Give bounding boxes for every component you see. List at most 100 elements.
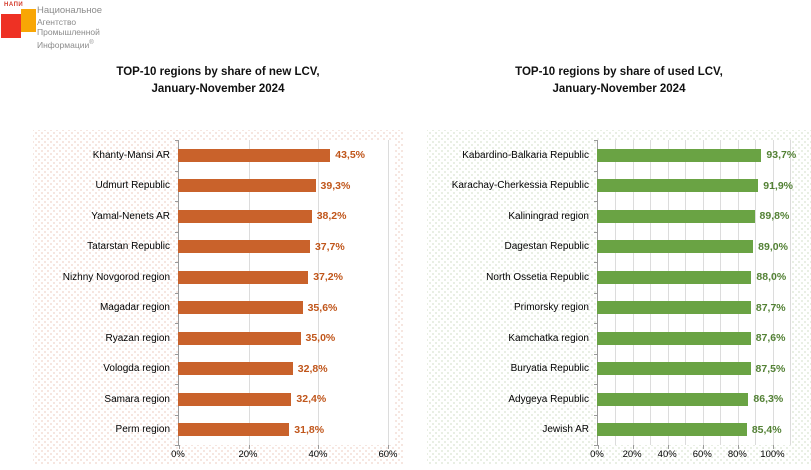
bar-track: 89,8% [597,209,790,223]
logo-line-3: Промышленной [37,27,100,37]
gridline [685,140,687,445]
x-axis-tick-label: 60% [692,449,712,460]
bar-row: Dagestan Republic 89,0% [427,232,811,263]
x-axis-tick-label: 40% [657,449,677,460]
gridline [248,140,250,445]
bar-row: North Ossetia Republic 88,0% [427,262,811,293]
value-axis-tick [388,445,390,449]
category-axis-tick [175,231,179,233]
bar [178,362,293,376]
bar-row: Vologda region 32,8% [33,354,403,385]
bar [178,240,310,254]
bar-row: Magadar region 35,6% [33,293,403,324]
category-axis-tick [594,231,598,233]
bar-track: 37,7% [178,240,395,254]
value-label: 93,7% [766,149,797,162]
category-axis-tick [175,384,179,385]
category-label: North Ossetia Republic [486,271,589,283]
category-axis-tick [594,140,598,141]
chart-panel-used-lcv: Kabardino-Balkaria Republic 93,7% Karachay… [427,130,811,464]
bar-row: Jewish AR 85,4% [427,415,811,446]
category-axis-tick [175,262,179,263]
value-label: 85,4% [751,423,782,436]
value-axis-tick [598,445,599,449]
category-axis-tick [175,292,179,294]
gridline [632,140,634,445]
value-label: 37,7% [314,240,345,253]
bar [597,301,751,315]
bar-row: Samara region 32,4% [33,384,403,415]
bar-rows: Kabardino-Balkaria Republic 93,7% Karachay… [427,140,811,445]
x-axis-tick-label: 100% [760,449,785,460]
bar-track: 89,0% [597,240,790,254]
bar [597,270,752,284]
bar [597,209,755,223]
bar [178,179,316,193]
bar-track: 35,0% [178,331,395,345]
bar-track: 32,4% [178,392,395,406]
category-axis-tick [175,414,179,416]
x-axis-tick-label: 40% [308,449,328,460]
category-axis-tick [594,353,598,355]
bar [178,392,292,406]
bar-row: Yamal-Nenets AR 38,2% [33,201,403,232]
bar [597,240,754,254]
bar-track: 35,6% [178,301,395,315]
bar-row: Karachay-Cherkessia Republic 91,9% [427,171,811,202]
bar-track: 88,0% [597,270,790,284]
gridline [737,140,739,445]
bar-row: Kabardino-Balkaria Republic 93,7% [427,140,811,171]
bar-track: 37,2% [178,270,395,284]
registered-mark: ® [89,39,94,46]
bar-row: Nizhny Novgorod region 37,2% [33,262,403,293]
category-axis-tick [594,414,598,416]
category-axis-tick [594,445,598,446]
value-axis-tick [248,445,250,449]
category-label: Udmurt Republic [95,180,170,192]
category-label: Ryazan region [105,332,170,344]
category-axis-tick [594,384,598,385]
bar [597,179,759,193]
bar-track: 87,5% [597,362,790,376]
bar-track: 91,9% [597,179,793,193]
value-label: 86,3% [753,393,784,406]
logo-line-4: Информации® [37,39,94,50]
gridline [790,140,791,445]
logo-orange-square [21,9,36,32]
category-label: Dagestan Republic [504,241,590,253]
x-axis-tick-label: 20% [238,449,258,460]
bar [178,148,331,162]
value-axis-tick [318,445,320,449]
x-axis-labels: 0% 20% 40% 60% [171,449,398,463]
bar-track: 43,5% [178,148,395,162]
bar-row: Khanty-Mansi AR 43,5% [33,140,403,171]
x-axis-tick-label: 60% [378,449,398,460]
value-axis-tick [632,445,634,449]
category-label: Khanty-Mansi AR [92,149,170,161]
category-axis-tick [175,201,179,202]
bar-row: Perm region 31,8% [33,415,403,446]
gridline [720,140,722,445]
chart-panel-new-lcv: Khanty-Mansi AR 43,5% Udmurt Republic 39,3%… [33,130,403,464]
bar-track: 31,8% [178,423,395,437]
bar [597,423,747,437]
category-label: Jewish AR [542,424,589,436]
logo-red-square [1,14,21,38]
title-line-2: January-November 2024 [552,83,686,95]
bar [597,362,751,376]
category-label: Nizhny Novgorod region [62,271,170,283]
category-label: Primorsky region [513,302,589,314]
value-label: 89,8% [759,210,790,223]
category-axis-tick [594,170,598,172]
bar-row: Kamchatka region 87,6% [427,323,811,354]
gridline [318,140,320,445]
bar-track: 93,7% [597,148,796,162]
value-label: 32,8% [297,362,328,375]
bar [597,148,762,162]
bar [597,331,751,345]
category-axis-tick [175,445,179,446]
category-label: Kabardino-Balkaria Republic [462,149,589,161]
value-label: 38,2% [316,210,347,223]
value-label: 35,0% [305,332,336,345]
title-line-1: TOP-10 regions by share of used LCV, [515,66,723,78]
